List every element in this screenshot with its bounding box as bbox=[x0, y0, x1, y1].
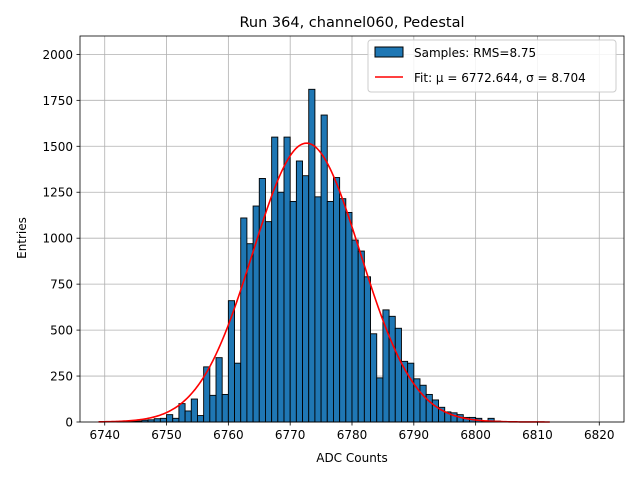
y-tick-label: 500 bbox=[50, 324, 73, 338]
x-axis-label: ADC Counts bbox=[316, 451, 388, 465]
histogram-bar bbox=[376, 377, 384, 423]
histogram-bar bbox=[419, 384, 427, 423]
x-tick-label: 6770 bbox=[275, 428, 306, 442]
legend-swatch-samples bbox=[374, 46, 404, 58]
histogram-bar bbox=[388, 315, 396, 423]
legend-label-samples: Samples: RMS=8.75 bbox=[414, 46, 536, 60]
histogram-bar bbox=[221, 393, 229, 423]
x-tick-label: 6780 bbox=[337, 428, 368, 442]
legend-label-fit: Fit: μ = 6772.644, σ = 8.704 bbox=[414, 71, 586, 85]
x-tick-label: 6800 bbox=[460, 428, 491, 442]
y-tick-label: 2000 bbox=[42, 48, 73, 62]
y-tick-label: 1000 bbox=[42, 232, 73, 246]
histogram-bar bbox=[197, 415, 205, 423]
histogram-bar bbox=[302, 175, 310, 423]
x-axis-ticks: 6740 6750 6760 6770 6780 6790 6800 6810 6820 bbox=[89, 422, 615, 442]
histogram-bar bbox=[283, 136, 291, 423]
histogram-bar bbox=[252, 205, 260, 423]
x-tick-label: 6740 bbox=[89, 428, 120, 442]
y-tick-label: 1750 bbox=[42, 94, 73, 108]
histogram-bar bbox=[407, 362, 415, 423]
histogram-bar bbox=[277, 191, 285, 423]
histogram-bar bbox=[178, 403, 186, 423]
histogram-bar bbox=[271, 136, 279, 423]
histogram-bar bbox=[159, 417, 167, 423]
x-tick-label: 6760 bbox=[213, 428, 244, 442]
histogram-bars bbox=[116, 88, 507, 423]
histogram-bar bbox=[339, 198, 347, 423]
x-tick-label: 6790 bbox=[399, 428, 430, 442]
histogram-bar bbox=[240, 217, 248, 423]
histogram-bar bbox=[153, 418, 161, 423]
histogram-bar bbox=[289, 200, 297, 423]
histogram-bar bbox=[209, 394, 217, 423]
histogram-bar bbox=[363, 276, 371, 423]
histogram-bar bbox=[351, 239, 359, 423]
histogram-bar bbox=[333, 177, 341, 423]
y-tick-label: 750 bbox=[50, 278, 73, 292]
histogram-bar bbox=[184, 410, 192, 423]
x-tick-label: 6820 bbox=[584, 428, 615, 442]
histogram-bar bbox=[234, 362, 242, 423]
y-tick-label: 0 bbox=[65, 416, 73, 430]
histogram-bar bbox=[345, 212, 353, 423]
histogram-bar bbox=[370, 333, 378, 423]
histogram-bar bbox=[265, 221, 273, 423]
x-tick-label: 6810 bbox=[522, 428, 553, 442]
histogram-bar bbox=[190, 398, 198, 423]
histogram-bar bbox=[295, 160, 303, 423]
histogram-bar bbox=[308, 88, 316, 423]
legend-box bbox=[367, 39, 617, 93]
histogram-bar bbox=[326, 200, 334, 423]
x-tick-label: 6750 bbox=[151, 428, 182, 442]
histogram-bar bbox=[172, 417, 180, 423]
fit-curve bbox=[98, 142, 550, 423]
y-axis-label: Entries bbox=[15, 217, 29, 259]
y-tick-label: 1500 bbox=[42, 140, 73, 154]
y-tick-label: 1250 bbox=[42, 186, 73, 200]
histogram-bar bbox=[394, 327, 402, 423]
histogram-bar bbox=[166, 414, 174, 423]
histogram-bar bbox=[431, 399, 439, 423]
y-tick-label: 250 bbox=[50, 370, 73, 384]
y-axis-ticks: 0 250 500 750 1000 1250 1500 1750 2000 bbox=[42, 48, 80, 430]
histogram-bar bbox=[357, 250, 365, 423]
legend: Samples: RMS=8.75 Fit: μ = 6772.644, σ =… bbox=[367, 39, 617, 93]
histogram-bar bbox=[314, 196, 322, 423]
chart-title: Run 364, channel060, Pedestal bbox=[239, 15, 464, 31]
histogram-bar bbox=[215, 357, 223, 423]
fit-curve-layer bbox=[98, 142, 550, 423]
